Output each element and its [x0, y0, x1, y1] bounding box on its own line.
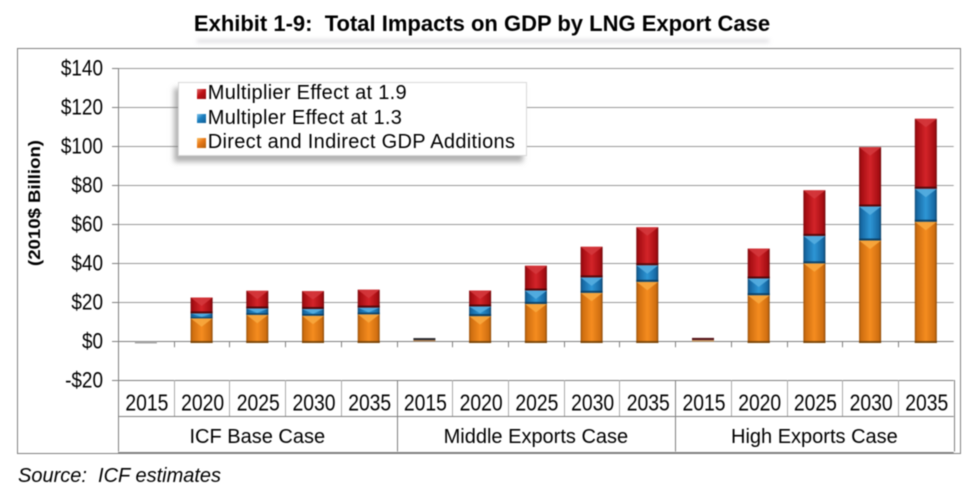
svg-text:2030: 2030 [850, 390, 893, 416]
svg-text:(2010$ Billion): (2010$ Billion) [25, 140, 44, 266]
svg-text:2020: 2020 [181, 390, 224, 416]
svg-text:$0: $0 [82, 329, 103, 354]
svg-text:2025: 2025 [237, 390, 280, 416]
svg-text:ICF Base Case: ICF Base Case [189, 426, 325, 448]
svg-text:2030: 2030 [571, 390, 614, 416]
svg-text:2025: 2025 [794, 390, 837, 416]
svg-text:2030: 2030 [293, 390, 336, 416]
svg-text:Middle Exports Case: Middle Exports Case [444, 426, 629, 448]
svg-text:High Exports Case: High Exports Case [731, 426, 898, 448]
svg-text:2015: 2015 [125, 390, 168, 416]
svg-text:2015: 2015 [683, 390, 726, 416]
svg-text:$100: $100 [61, 134, 103, 159]
svg-text:2015: 2015 [404, 390, 447, 416]
svg-text:2025: 2025 [515, 390, 558, 416]
svg-text:$80: $80 [71, 173, 103, 198]
svg-text:2020: 2020 [460, 390, 503, 416]
svg-text:2035: 2035 [627, 390, 670, 416]
svg-text:-$20: -$20 [65, 368, 103, 393]
svg-text:2020: 2020 [738, 390, 781, 416]
svg-text:2035: 2035 [905, 390, 948, 416]
svg-text:$120: $120 [61, 95, 103, 120]
svg-text:2035: 2035 [348, 390, 391, 416]
svg-text:$40: $40 [71, 251, 103, 276]
svg-text:$20: $20 [71, 290, 103, 315]
svg-text:$140: $140 [61, 56, 103, 81]
svg-text:$60: $60 [71, 212, 103, 237]
